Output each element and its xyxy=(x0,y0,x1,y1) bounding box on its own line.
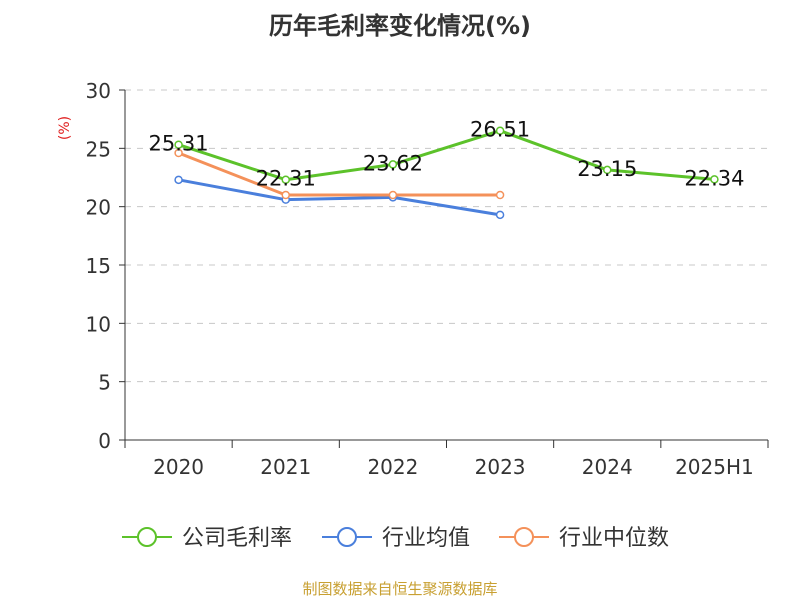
legend-marker xyxy=(514,527,534,547)
data-label: 26.51 xyxy=(470,118,530,142)
data-labels: 25.31 22.31 23.62 26.51 23.15 22.34 xyxy=(149,118,745,191)
legend-label: 公司毛利率 xyxy=(182,526,292,551)
chart-title: 历年毛利率变化情况(%) xyxy=(269,12,531,40)
y-axis-unit-label: (%) xyxy=(57,116,73,140)
data-point[interactable] xyxy=(174,175,183,185)
data-label: 22.34 xyxy=(684,166,744,190)
legend-item[interactable]: 行业中位数 xyxy=(499,526,669,551)
y-tick-label: 10 xyxy=(86,312,111,336)
legend-label: 行业均值 xyxy=(382,526,470,551)
y-tick-label: 5 xyxy=(98,371,111,395)
source-note: 制图数据来自恒生聚源数据库 xyxy=(302,580,497,598)
legend-label: 行业中位数 xyxy=(559,526,669,551)
legend-marker xyxy=(337,527,357,547)
x-tick-label: 2023 xyxy=(475,455,526,479)
data-label: 23.62 xyxy=(363,151,423,175)
data-point[interactable] xyxy=(710,175,719,184)
x-tick-label: 2020 xyxy=(153,455,204,479)
data-label: 23.15 xyxy=(577,157,637,181)
y-tick-label: 25 xyxy=(86,137,111,161)
data-point[interactable] xyxy=(603,165,612,175)
data-point[interactable] xyxy=(281,190,290,200)
legend-item[interactable]: 公司毛利率 xyxy=(122,526,292,551)
data-point[interactable] xyxy=(495,190,505,200)
legend-marker xyxy=(137,527,157,547)
data-point[interactable] xyxy=(388,190,398,200)
x-tick-label: 2021 xyxy=(260,455,311,479)
y-tick-label: 30 xyxy=(86,79,111,103)
data-label: 22.31 xyxy=(256,167,316,191)
series-line xyxy=(178,129,715,182)
x-tick-label: 2024 xyxy=(582,455,633,479)
data-point[interactable] xyxy=(174,148,183,158)
legend-item[interactable]: 行业均值 xyxy=(322,526,470,551)
series-layer xyxy=(174,126,719,220)
data-point[interactable] xyxy=(388,160,398,169)
data-point[interactable] xyxy=(281,175,290,184)
x-tick-label: 2025H1 xyxy=(675,455,754,479)
series-line xyxy=(178,151,501,197)
legend[interactable]: 公司毛利率 行业均值 行业中位数 xyxy=(122,526,669,551)
y-tick-label: 20 xyxy=(86,196,111,220)
data-point[interactable] xyxy=(495,210,505,220)
x-tick-label: 2022 xyxy=(367,455,418,479)
grid xyxy=(125,89,768,383)
data-point[interactable] xyxy=(495,126,505,135)
y-tick-label: 15 xyxy=(86,254,111,278)
axes: 0 5 10 15 20 25 30 2020 2021 2022 2023 2024 2025H1 xyxy=(86,79,769,479)
data-point[interactable] xyxy=(174,140,183,149)
data-label: 25.31 xyxy=(149,132,209,156)
y-tick-label: 0 xyxy=(98,429,111,453)
series-line xyxy=(178,178,501,217)
